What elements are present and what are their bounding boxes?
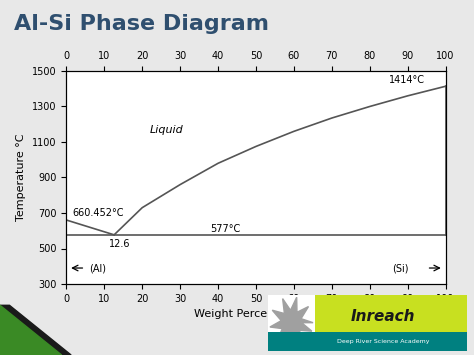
Text: 1414°C: 1414°C	[389, 75, 425, 86]
Polygon shape	[270, 297, 313, 349]
Text: (Si): (Si)	[392, 263, 409, 273]
Y-axis label: Temperature °C: Temperature °C	[17, 134, 27, 221]
Text: Al-Si Phase Diagram: Al-Si Phase Diagram	[14, 14, 269, 34]
Text: (Al): (Al)	[89, 263, 106, 273]
Text: Liquid: Liquid	[150, 125, 183, 135]
Text: Inreach: Inreach	[351, 309, 416, 324]
X-axis label: Weight Percent Silicon: Weight Percent Silicon	[194, 309, 318, 319]
Text: 660.452°C: 660.452°C	[72, 208, 124, 218]
Text: 12.6: 12.6	[109, 239, 130, 249]
Text: Deep River Science Academy: Deep River Science Academy	[337, 339, 429, 344]
Text: 577°C: 577°C	[210, 224, 241, 234]
